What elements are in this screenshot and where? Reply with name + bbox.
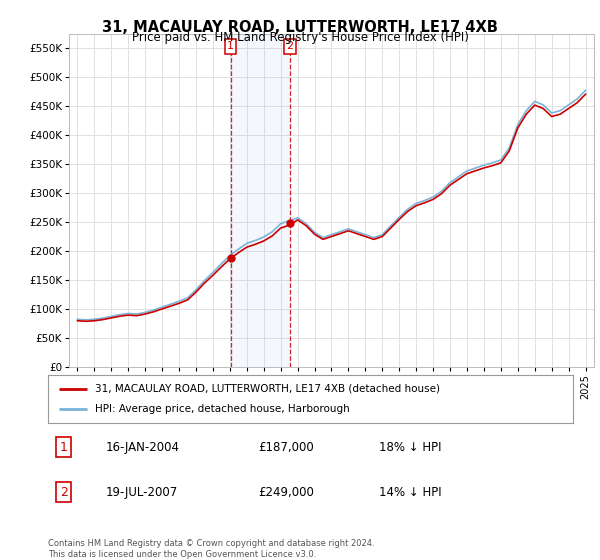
Text: Contains HM Land Registry data © Crown copyright and database right 2024.
This d: Contains HM Land Registry data © Crown c… (48, 539, 374, 559)
Text: 31, MACAULAY ROAD, LUTTERWORTH, LE17 4XB (detached house): 31, MACAULAY ROAD, LUTTERWORTH, LE17 4XB… (95, 384, 440, 394)
Text: 2: 2 (60, 486, 68, 499)
Text: HPI: Average price, detached house, Harborough: HPI: Average price, detached house, Harb… (95, 404, 350, 414)
Text: 16-JAN-2004: 16-JAN-2004 (106, 441, 180, 454)
Text: £249,000: £249,000 (258, 486, 314, 499)
Bar (230, 34, 290, 367)
Text: 18% ↓ HPI: 18% ↓ HPI (379, 441, 441, 454)
Text: 1: 1 (227, 41, 234, 52)
Text: 2: 2 (286, 41, 293, 52)
Text: 19-JUL-2007: 19-JUL-2007 (106, 486, 178, 499)
Text: Price paid vs. HM Land Registry's House Price Index (HPI): Price paid vs. HM Land Registry's House … (131, 31, 469, 44)
Text: £187,000: £187,000 (258, 441, 314, 454)
Text: 14% ↓ HPI: 14% ↓ HPI (379, 486, 442, 499)
Text: 31, MACAULAY ROAD, LUTTERWORTH, LE17 4XB: 31, MACAULAY ROAD, LUTTERWORTH, LE17 4XB (102, 20, 498, 35)
Text: 1: 1 (60, 441, 68, 454)
